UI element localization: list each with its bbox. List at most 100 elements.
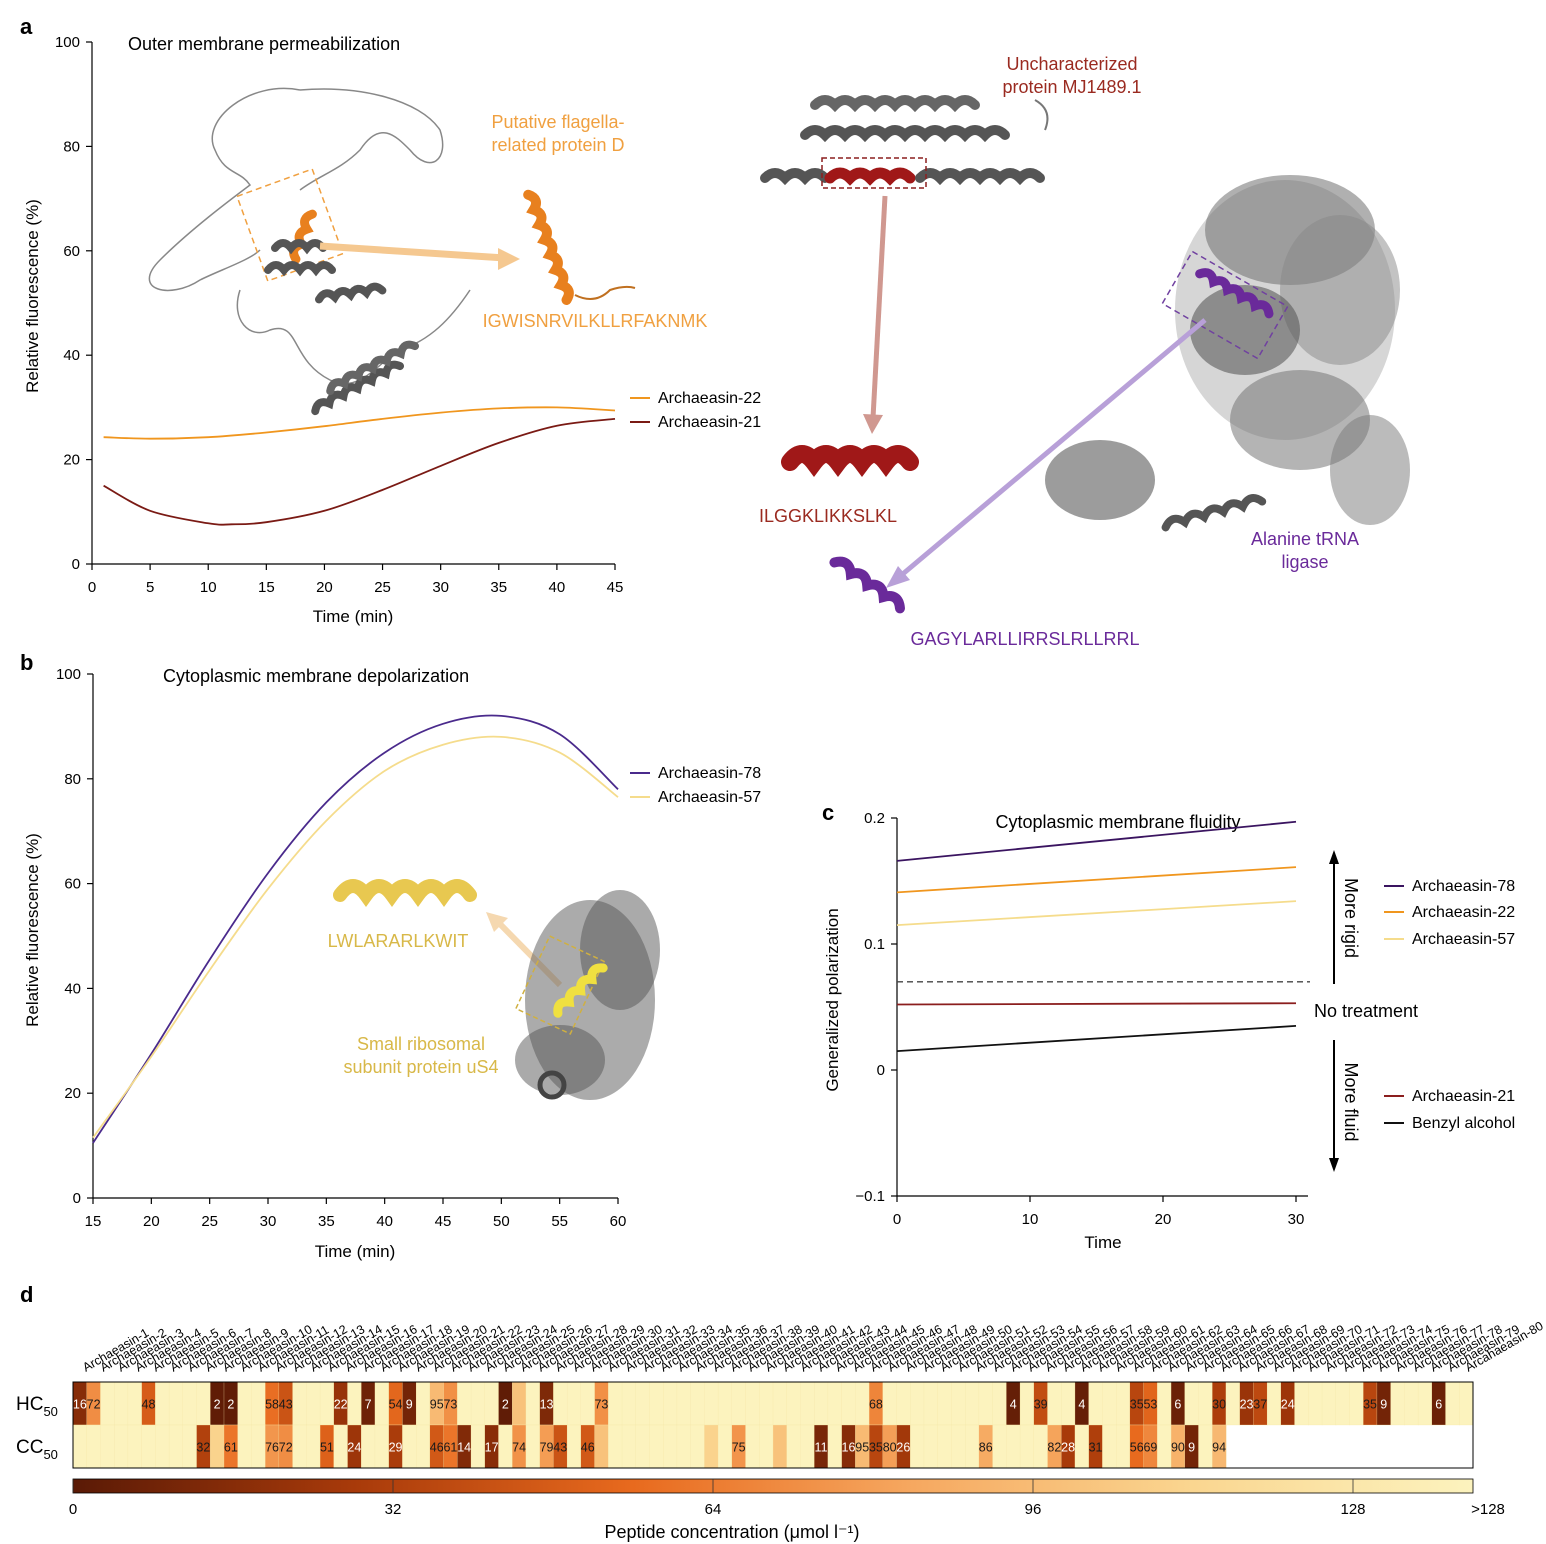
heatmap-cell bbox=[457, 1381, 472, 1426]
heatmap-cell-value: 82 bbox=[1047, 1441, 1061, 1455]
panel-b-legend: Archaeasin-78 Archaeasin-57 bbox=[630, 765, 761, 806]
panel-c-title: Cytoplasmic membrane fluidity bbox=[995, 812, 1240, 832]
series-line-archaeasin-78 bbox=[896, 820, 1297, 862]
heatmap-cell-value: 26 bbox=[896, 1441, 910, 1455]
colorbar-tick-label: 96 bbox=[1025, 1501, 1042, 1518]
heatmap-cell bbox=[292, 1424, 307, 1469]
heatmap-cell bbox=[951, 1381, 966, 1426]
heatmap-cell-value: 6 bbox=[1174, 1398, 1181, 1412]
heatmap-cell bbox=[498, 1424, 513, 1469]
x-tick-label: 10 bbox=[200, 579, 217, 596]
heatmap-cell bbox=[1006, 1424, 1021, 1469]
heatmap-cell bbox=[910, 1381, 925, 1426]
heatmap-cell bbox=[937, 1424, 952, 1469]
mj1489-protein-label-line2: protein MJ1489.1 bbox=[1002, 77, 1141, 97]
y-tick-label: −0.1 bbox=[855, 1188, 885, 1205]
heatmap-cell-value: 54 bbox=[389, 1398, 403, 1412]
x-tick-label: 0 bbox=[88, 579, 96, 596]
heatmap-cell bbox=[608, 1381, 623, 1426]
legend-label: Archaeasin-21 bbox=[1412, 1088, 1515, 1105]
heatmap-cell bbox=[772, 1381, 788, 1426]
heatmap-cell bbox=[182, 1424, 197, 1469]
heatmap-cell-value: 9 bbox=[406, 1398, 413, 1412]
heatmap-cell bbox=[1349, 1381, 1364, 1426]
legend-label: Archaeasin-78 bbox=[1412, 878, 1515, 895]
heatmap-cell bbox=[182, 1381, 197, 1426]
y-tick-label: 0 bbox=[877, 1062, 885, 1079]
more-fluid-arrowhead bbox=[1329, 1158, 1339, 1172]
heatmap-cell-value: 23 bbox=[1240, 1398, 1254, 1412]
heatmap-cell bbox=[566, 1381, 582, 1426]
panel-a-legend: Archaeasin-22 Archaeasin-21 bbox=[630, 390, 761, 431]
panel-a-title: Outer membrane permeabilization bbox=[128, 34, 400, 54]
heatmap-cell bbox=[306, 1424, 321, 1469]
heatmap-cell-value: 73 bbox=[443, 1398, 457, 1412]
us4-protein-structure-illustration bbox=[333, 879, 660, 1100]
heatmap-cell bbox=[1308, 1381, 1323, 1426]
heatmap-cell bbox=[196, 1381, 211, 1426]
heatmap-cell bbox=[86, 1424, 101, 1469]
heatmap-cell-value: 74 bbox=[512, 1441, 526, 1455]
heatmap-cell bbox=[951, 1424, 966, 1469]
heatmap-cell-value: 35 bbox=[1130, 1398, 1144, 1412]
heatmap-cell bbox=[210, 1424, 225, 1469]
panel-c-legend: Archaeasin-78 Archaeasin-22 Archaeasin-57 A… bbox=[1384, 878, 1515, 1132]
heatmap-cell bbox=[525, 1381, 541, 1426]
heatmap-cell-value: 24 bbox=[1281, 1398, 1295, 1412]
heatmap-cell bbox=[635, 1381, 650, 1426]
heatmap-cell-value: 2 bbox=[502, 1398, 509, 1412]
heatmap-cell-value: 95 bbox=[855, 1441, 869, 1455]
heatmap-cell-value: 56 bbox=[1130, 1441, 1144, 1455]
heatmap-cell-value: 4 bbox=[1078, 1398, 1085, 1412]
heatmap-cell bbox=[841, 1381, 856, 1426]
heatmap-cell bbox=[663, 1381, 678, 1426]
heatmap-cell-value: 14 bbox=[457, 1441, 471, 1455]
heatmap-cell-value: 17 bbox=[485, 1441, 499, 1455]
x-tick-label: 60 bbox=[610, 1213, 627, 1230]
us4-protein-label-line2: subunit protein uS4 bbox=[343, 1057, 498, 1077]
heatmap-cell bbox=[772, 1424, 788, 1469]
x-tick-label: 15 bbox=[85, 1213, 102, 1230]
x-tick-label: 20 bbox=[143, 1213, 160, 1230]
heatmap-cell bbox=[649, 1424, 664, 1469]
heatmap-cell bbox=[676, 1424, 692, 1469]
x-tick-label: 35 bbox=[490, 579, 507, 596]
heatmap-cell-value: 61 bbox=[443, 1441, 457, 1455]
colorbar-tick-label: 64 bbox=[705, 1501, 722, 1518]
panel-d: d Archaeasin-1Archaeasin-2Archaeasin-3Ar… bbox=[16, 1282, 1546, 1542]
heatmap-cell bbox=[292, 1381, 307, 1426]
heatmap-cell bbox=[827, 1424, 843, 1469]
alanine-trna-ligase-structure-illustration bbox=[829, 175, 1410, 614]
x-tick-label: 40 bbox=[549, 579, 566, 596]
x-tick-label: 30 bbox=[260, 1213, 277, 1230]
heatmap-cell bbox=[374, 1424, 390, 1469]
y-tick-label: 100 bbox=[56, 666, 81, 683]
flagella-protein-structure-illustration bbox=[148, 87, 636, 416]
panel-b-title: Cytoplasmic membrane depolarization bbox=[163, 666, 469, 686]
heatmap-cell bbox=[1184, 1381, 1199, 1426]
heatmap-cell-value: 35 bbox=[1363, 1398, 1377, 1412]
heatmap-cell bbox=[114, 1424, 129, 1469]
heatmap-cell bbox=[923, 1424, 939, 1469]
heatmap-cell bbox=[992, 1424, 1007, 1469]
heatmap-cell bbox=[923, 1381, 939, 1426]
y-tick-label: 40 bbox=[63, 347, 80, 364]
heatmap-cell-value: 9 bbox=[1188, 1441, 1195, 1455]
heatmap-cell bbox=[155, 1424, 170, 1469]
heatmap-cell bbox=[1115, 1381, 1131, 1426]
heatmap-cell-value: 22 bbox=[334, 1398, 348, 1412]
x-tick-label: 25 bbox=[201, 1213, 218, 1230]
heatmap-cell-value: 6 bbox=[1435, 1398, 1442, 1412]
colorbar-tick-label: >128 bbox=[1471, 1501, 1505, 1518]
flagella-sequence-label: IGWISNRVILKLLRFAKNMK bbox=[483, 311, 708, 331]
heatmap-cell-value: 76 bbox=[265, 1441, 279, 1455]
heatmap-cell bbox=[1335, 1381, 1350, 1426]
heatmap-cell bbox=[745, 1381, 760, 1426]
heatmap-cell-value: 69 bbox=[1143, 1441, 1157, 1455]
y-tick-label: 80 bbox=[64, 771, 81, 788]
heatmap-cell bbox=[251, 1424, 266, 1469]
heatmap-cell bbox=[1061, 1381, 1076, 1426]
x-tick-label: 55 bbox=[551, 1213, 568, 1230]
heatmap-cell bbox=[1115, 1424, 1131, 1469]
panel-a: a Outer membrane permeabilization Relati… bbox=[20, 14, 1410, 649]
